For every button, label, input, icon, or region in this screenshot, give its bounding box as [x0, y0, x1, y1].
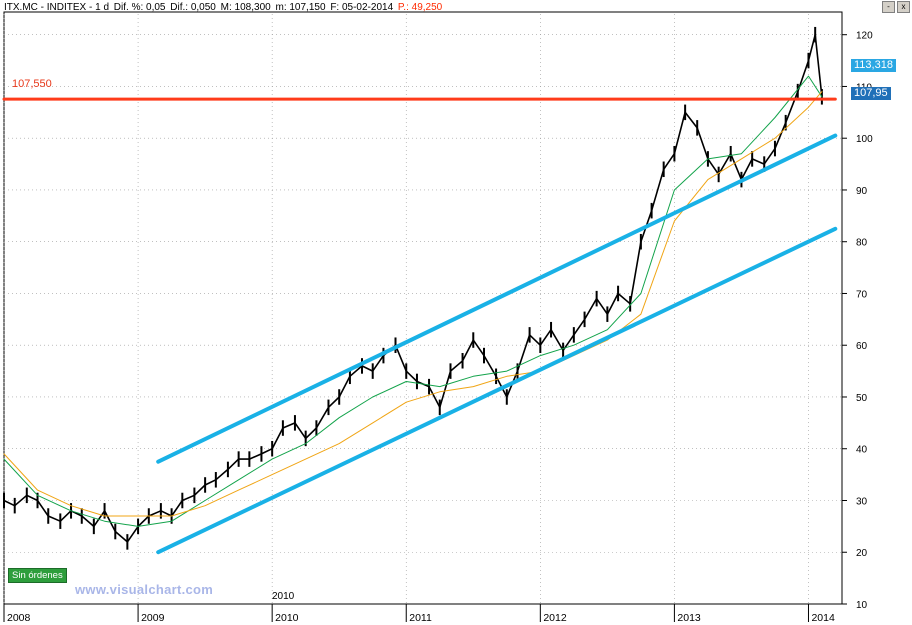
- y-tick-label: 50: [856, 393, 868, 404]
- header-symbol: ITX.MC - INDITEX - 1 d: [4, 2, 110, 13]
- header-last: m: 107,150: [275, 2, 326, 13]
- price-tag-lower: 107,95: [851, 87, 891, 100]
- y-tick-label: 120: [856, 31, 873, 42]
- y-tick-label: 40: [856, 445, 868, 456]
- hline-label: 107,550: [12, 78, 52, 90]
- chart-series: [2, 26, 838, 555]
- sub-period-label: 2010: [272, 591, 295, 602]
- minimize-button[interactable]: -: [882, 1, 895, 13]
- x-tick-label: 2012: [543, 612, 567, 624]
- close-button[interactable]: x: [897, 1, 910, 13]
- x-tick-label: 2009: [141, 612, 165, 624]
- y-tick-label: 70: [856, 289, 868, 300]
- x-tick-label: 2008: [7, 612, 31, 624]
- series-line-ma-fast: [3, 75, 823, 527]
- header-date: F: 05-02-2014: [330, 2, 394, 13]
- y-tick-label: 80: [856, 238, 868, 249]
- chart-header: ITX.MC - INDITEX - 1 d Dif. %: 0,05 Dif.…: [4, 2, 444, 13]
- window-controls: - x: [882, 1, 910, 13]
- y-tick-label: 60: [856, 341, 868, 352]
- plot-frame: [3, 11, 843, 605]
- price-tag-upper: 113,318: [851, 59, 896, 72]
- header-max: M: 108,300: [220, 2, 271, 13]
- x-tick-label: 2010: [275, 612, 299, 624]
- orders-status-badge[interactable]: Sin órdenes: [8, 568, 67, 583]
- y-tick-label: 90: [856, 186, 868, 197]
- series-line-channel-lower: [156, 226, 838, 555]
- x-tick-label: 2011: [409, 612, 432, 624]
- series-line-price: [3, 33, 823, 543]
- series-line-channel-upper: [156, 133, 838, 464]
- x-tick-label: 2014: [811, 612, 835, 624]
- header-p: P.: 49,250: [397, 2, 443, 13]
- y-tick-label: 30: [856, 496, 868, 507]
- header-dif: Dif.: 0,050: [170, 2, 216, 13]
- chart-grid: [3, 11, 843, 605]
- y-tick-label: 100: [856, 134, 873, 145]
- watermark: www.visualchart.com: [75, 582, 214, 597]
- header-dif-pct: Dif. %: 0,05: [113, 2, 166, 13]
- x-tick-label: 2013: [677, 612, 701, 624]
- y-tick-label: 20: [856, 548, 868, 559]
- y-tick-label: 10: [856, 600, 868, 611]
- series-line-ma-slow: [3, 91, 823, 517]
